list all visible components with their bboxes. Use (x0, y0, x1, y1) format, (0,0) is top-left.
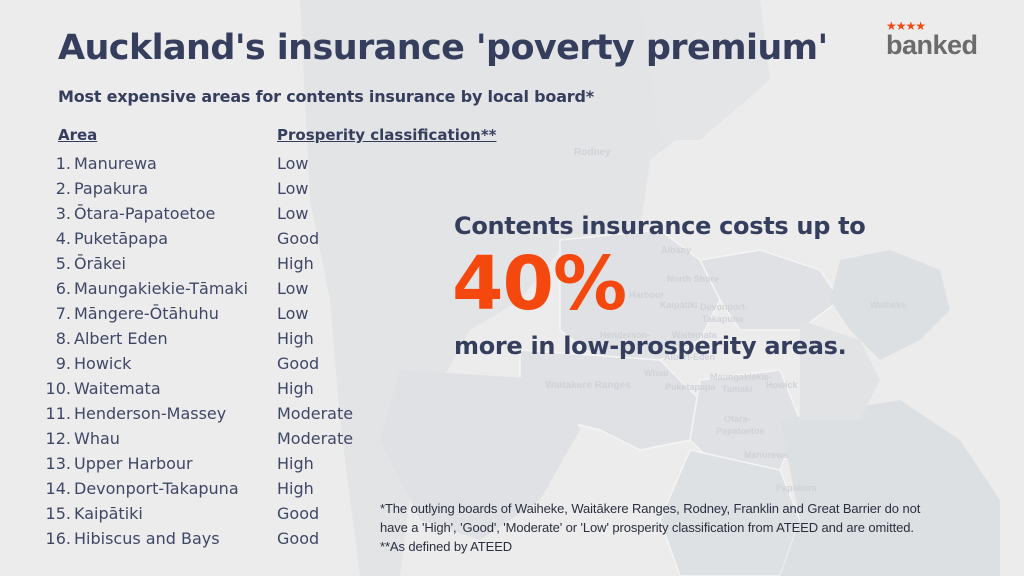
area-name: Manurewa (74, 154, 157, 173)
rank: 5. (55, 254, 71, 273)
prosperity-class: High (277, 379, 314, 398)
prosperity-class: Good (277, 529, 320, 548)
prosperity-class: Good (277, 229, 320, 248)
rank: 7. (55, 304, 71, 323)
footnote-line: **As defined by ATEED (380, 539, 513, 554)
rank: 16. (45, 529, 71, 548)
prosperity-class: High (277, 254, 314, 273)
rank: 10. (45, 379, 71, 398)
column-header-prosperity: Prosperity classification** (277, 126, 497, 144)
rank: 15. (45, 504, 71, 523)
rank: 3. (55, 204, 71, 223)
area-name: Puketāpapa (74, 229, 169, 248)
area-name: Upper Harbour (74, 454, 193, 473)
list-item: 10. Waitemata High (0, 379, 380, 404)
page-subtitle: Most expensive areas for contents insura… (58, 87, 594, 106)
rank: 13. (45, 454, 71, 473)
list-item: 12. Whau Moderate (0, 429, 380, 454)
list-item: 13. Upper Harbour High (0, 454, 380, 479)
rank: 4. (55, 229, 71, 248)
list-item: 8. Albert Eden High (0, 329, 380, 354)
prosperity-class: Moderate (277, 429, 354, 448)
list-item: 9. Howick Good (0, 354, 380, 379)
area-name: Maungakiekie-Tāmaki (74, 279, 248, 298)
rank: 8. (55, 329, 71, 348)
list-item: 14. Devonport-Takapuna High (0, 479, 380, 504)
area-name: Henderson-Massey (74, 404, 227, 423)
callout-figure: 40% (452, 241, 627, 327)
footnote-line: *The outlying boards of Waiheke, Waitāke… (380, 501, 921, 516)
prosperity-class: Low (277, 179, 309, 198)
list-item: 6. Maungakiekie-Tāmaki Low (0, 279, 380, 304)
list-item: 11. Henderson-Massey Moderate (0, 404, 380, 429)
area-name: Kaipātiki (74, 504, 143, 523)
area-name: Waitemata (74, 379, 161, 398)
rank: 9. (55, 354, 71, 373)
rank: 2. (55, 179, 71, 198)
area-name: Ōrākei (74, 254, 126, 273)
area-name: Māngere-Ōtāhuhu (74, 304, 219, 323)
prosperity-class: Low (277, 279, 309, 298)
list-item: 15. Kaipātiki Good (0, 504, 380, 529)
rank: 14. (45, 479, 71, 498)
prosperity-class: High (277, 479, 314, 498)
prosperity-class: High (277, 454, 314, 473)
prosperity-class: Good (277, 504, 320, 523)
rank: 11. (45, 404, 71, 423)
prosperity-class: High (277, 329, 314, 348)
list-item: 3. Ōtara-Papatoetoe Low (0, 204, 380, 229)
footnote-line: have a 'High', 'Good', 'Moderate' or 'Lo… (380, 520, 914, 535)
prosperity-class: Low (277, 304, 309, 323)
prosperity-class: Low (277, 154, 309, 173)
list-item: 5. Ōrākei High (0, 254, 380, 279)
banked-logo: ★★★★ banked (886, 19, 996, 60)
list-item: 1. Manurewa Low (0, 154, 380, 179)
rank: 1. (55, 154, 71, 173)
prosperity-class: Low (277, 204, 309, 223)
footnotes: *The outlying boards of Waiheke, Waitāke… (380, 499, 920, 556)
rank: 6. (55, 279, 71, 298)
list-item: 16. Hibiscus and Bays Good (0, 529, 380, 554)
page-title: Auckland's insurance 'poverty premium' (58, 28, 828, 68)
list-item: 2. Papakura Low (0, 179, 380, 204)
prosperity-class: Good (277, 354, 320, 373)
column-header-area: Area (58, 126, 98, 144)
area-name: Papakura (74, 179, 148, 198)
callout-outro: more in low-prosperity areas. (454, 332, 847, 360)
rank: 12. (45, 429, 71, 448)
logo-wordmark: banked (886, 30, 978, 60)
area-name: Devonport-Takapuna (74, 479, 239, 498)
list-item: 4. Puketāpapa Good (0, 229, 380, 254)
prosperity-class: Moderate (277, 404, 354, 423)
star-rating-icon: ★★★★ (886, 19, 926, 33)
area-name: Ōtara-Papatoetoe (74, 204, 216, 223)
area-name: Whau (74, 429, 120, 448)
callout-intro: Contents insurance costs up to (454, 212, 866, 240)
area-name: Howick (74, 354, 132, 373)
list-item: 7. Māngere-Ōtāhuhu Low (0, 304, 380, 329)
area-name: Hibiscus and Bays (74, 529, 220, 548)
area-name: Albert Eden (74, 329, 168, 348)
